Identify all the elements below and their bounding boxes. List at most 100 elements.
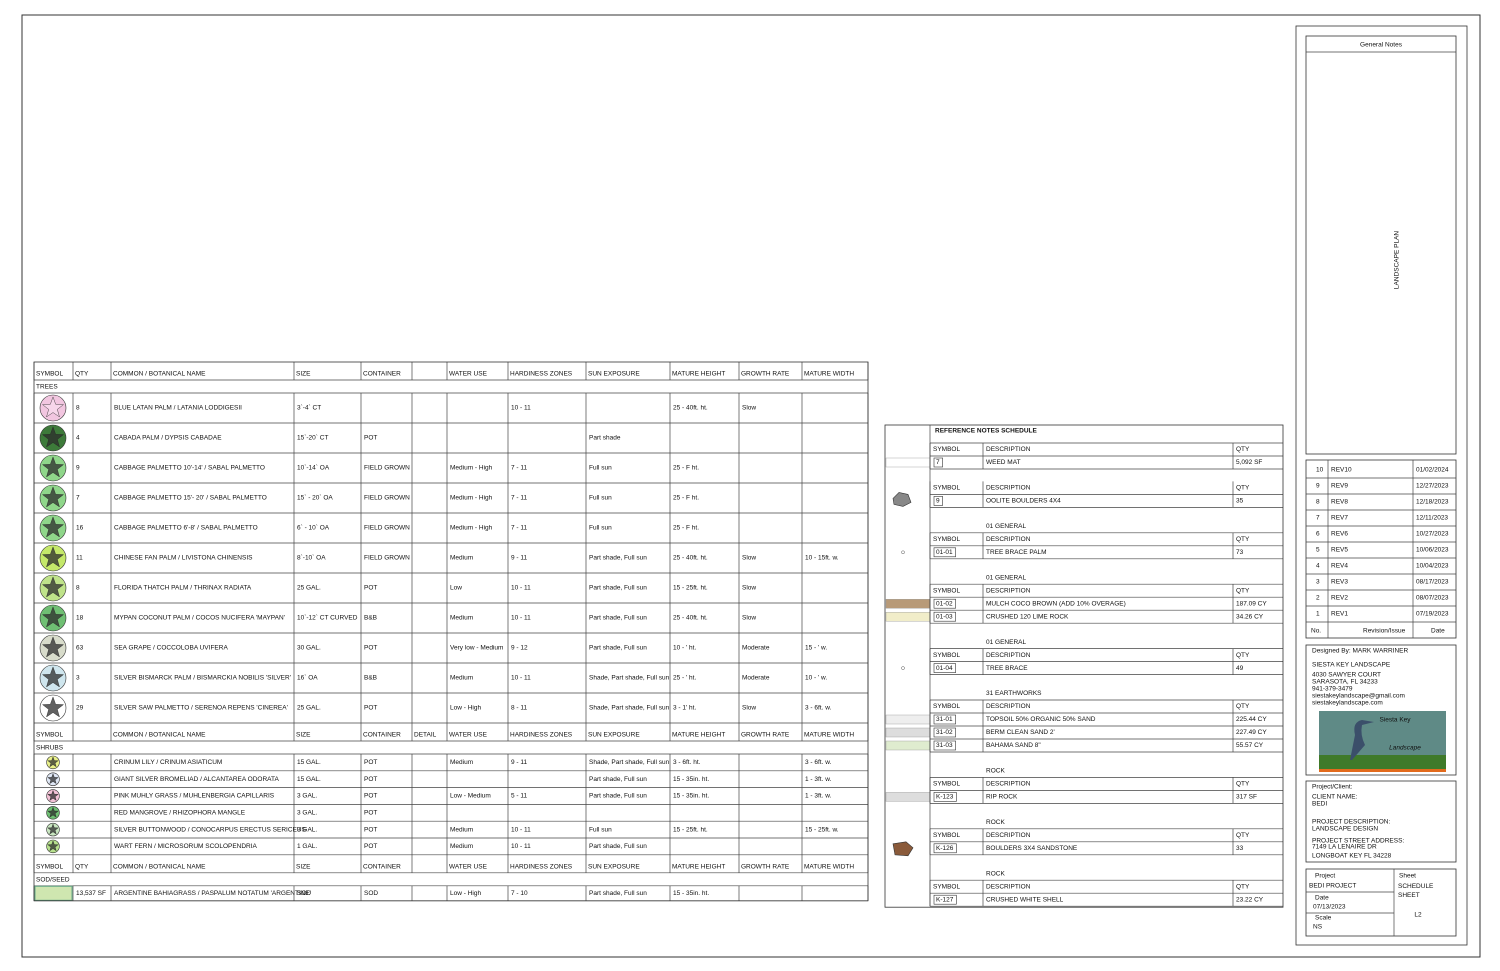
- cell-text: FIELD GROWN: [364, 525, 410, 532]
- plant-symbol-star: [41, 486, 65, 508]
- box: [1305, 780, 1457, 863]
- rev-date: 08/07/2023: [1416, 595, 1449, 602]
- material-swatch: [885, 727, 931, 738]
- cell-text: Part shade, Full sun: [589, 843, 647, 850]
- project-line: LANDSCAPE DESIGN: [1312, 826, 1378, 833]
- cell-text: 3 GAL.: [297, 793, 317, 800]
- cell-text: 8: [76, 405, 80, 412]
- rev-date: 08/17/2023: [1416, 579, 1449, 586]
- section-label: SOD/SEED: [36, 877, 70, 884]
- quantity: 317 SF: [1236, 794, 1257, 801]
- cell-text: 10 - 11: [511, 826, 531, 833]
- material-swatch: [885, 457, 931, 468]
- cell-text: 25 GAL.: [297, 585, 321, 592]
- cell-text: 10 - 11: [511, 585, 531, 592]
- quantity: 49: [1236, 665, 1244, 672]
- code-box: [933, 611, 956, 622]
- ref-code: 01-03: [936, 613, 953, 620]
- ref-code: 01-04: [936, 665, 953, 672]
- project-line: Project/Client:: [1312, 784, 1353, 791]
- description: WEED MAT: [986, 459, 1021, 466]
- rev-name: REV9: [1331, 483, 1348, 490]
- cell-text: SEA GRAPE / COCCOLOBA UVIFERA: [114, 645, 228, 652]
- box: [1305, 868, 1457, 937]
- cell-text: SILVER BUTTONWOOD / CONOCARPUS ERECTUS S…: [114, 826, 307, 833]
- column-header: HARDINESS ZONES: [510, 371, 573, 378]
- column-header: WATER USE: [449, 371, 488, 378]
- column-header: SIZE: [296, 732, 311, 739]
- column-header: MATURE HEIGHT: [672, 371, 725, 378]
- material-swatch: [885, 714, 931, 725]
- material-swatch: [885, 599, 931, 609]
- cell-text: 10 - 15ft. w.: [805, 555, 839, 562]
- cell-text: 18: [76, 615, 84, 622]
- cell-text: 25 - F ht.: [673, 465, 699, 472]
- column-header: DESCRIPTION: [986, 832, 1031, 839]
- cell-text: 13,537 SF: [76, 890, 106, 897]
- column-header: SUN EXPOSURE: [588, 732, 640, 739]
- quantity: 23.22 CY: [1236, 896, 1264, 903]
- rev-header: Revision/Issue: [1363, 628, 1406, 635]
- quantity: 33: [1236, 845, 1244, 852]
- cell-text: 15 - 35in. ht.: [673, 776, 709, 783]
- cell-text: POT: [364, 826, 377, 833]
- plant-symbol-star: [41, 516, 65, 538]
- cell-text: CABBAGE PALMETTO 6'-8' / SABAL PALMETTO: [114, 525, 258, 532]
- rev-no: 5: [1316, 547, 1320, 554]
- column-header: SYMBOL: [933, 703, 960, 710]
- designer-line: Designed By: MARK WARRINER: [1312, 648, 1409, 655]
- cell-text: CRINUM LILY / CRINUM ASIATICUM: [114, 759, 222, 766]
- cell-text: 6` - 10` OA: [297, 525, 330, 532]
- cell-text: FIELD GROWN: [364, 495, 410, 502]
- cell-text: Slow: [742, 615, 756, 622]
- cell-text: GIANT SILVER BROMELIAD / ALCANTAREA ODOR…: [114, 776, 279, 783]
- cell-text: 15 - 25ft. w.: [805, 826, 839, 833]
- label: Date: [1315, 895, 1329, 902]
- column-header: QTY: [1236, 703, 1250, 710]
- cell-text: Part shade, Full sun: [589, 645, 647, 652]
- column-header: SIZE: [296, 864, 311, 871]
- cell-text: 7: [76, 495, 80, 502]
- description: CRUSHED WHITE SHELL: [986, 896, 1064, 903]
- column-header: GROWTH RATE: [741, 371, 790, 378]
- group-heading: ROCK: [986, 768, 1005, 775]
- designer-line: SARASOTA, FL 34233: [1312, 679, 1378, 686]
- cell-text: 10 - 11: [511, 675, 531, 682]
- cell-text: POT: [364, 705, 377, 712]
- cell-text: 1 - 3ft. w.: [805, 793, 832, 800]
- column-header: HARDINESS ZONES: [510, 732, 573, 739]
- designer-line: 941-379-3479: [1312, 686, 1353, 693]
- quantity: 73: [1236, 549, 1244, 556]
- column-header: MATURE HEIGHT: [672, 732, 725, 739]
- description: BOULDERS 3X4 SANDSTONE: [986, 845, 1078, 852]
- value: 07/13/2023: [1313, 904, 1346, 911]
- cell-text: Part shade, Full sun: [589, 615, 647, 622]
- cell-text: Full sun: [589, 525, 612, 532]
- column-header: QTY: [1236, 536, 1250, 543]
- cell-text: B&B: [364, 615, 377, 622]
- cell-text: 15 - ' w.: [805, 645, 827, 652]
- rev-name: REV5: [1331, 547, 1348, 554]
- cell-text: FIELD GROWN: [364, 465, 410, 472]
- cell-text: Shade, Part shade, Full sun: [589, 675, 670, 682]
- cell-text: Medium: [450, 759, 473, 766]
- rev-name: REV7: [1331, 515, 1348, 522]
- schedule-title: REFERENCE NOTES SCHEDULE: [935, 428, 1038, 435]
- code-box: [933, 598, 956, 609]
- cell-text: 15 - 35in. ht.: [673, 890, 709, 897]
- rev-date: 01/02/2024: [1416, 467, 1449, 474]
- cell-text: 16: [76, 525, 84, 532]
- column-header: MATURE HEIGHT: [672, 864, 725, 871]
- cell-text: Slow: [742, 555, 756, 562]
- description: MULCH COCO BROWN (ADD 10% OVERAGE): [986, 600, 1126, 607]
- column-header: SYMBOL: [933, 485, 960, 492]
- plant-symbol-star: [41, 696, 65, 718]
- value: NS: [1313, 924, 1323, 931]
- rev-no: 2: [1316, 595, 1320, 602]
- cell-text: Medium - High: [450, 495, 493, 502]
- cell-text: RED MANGROVE / RHIZOPHORA MANGLE: [114, 810, 246, 817]
- column-header: QTY: [1236, 781, 1250, 788]
- cell-text: Low - Medium: [450, 793, 491, 800]
- column-header: CONTAINER: [363, 732, 401, 739]
- rev-date: 10/27/2023: [1416, 531, 1449, 538]
